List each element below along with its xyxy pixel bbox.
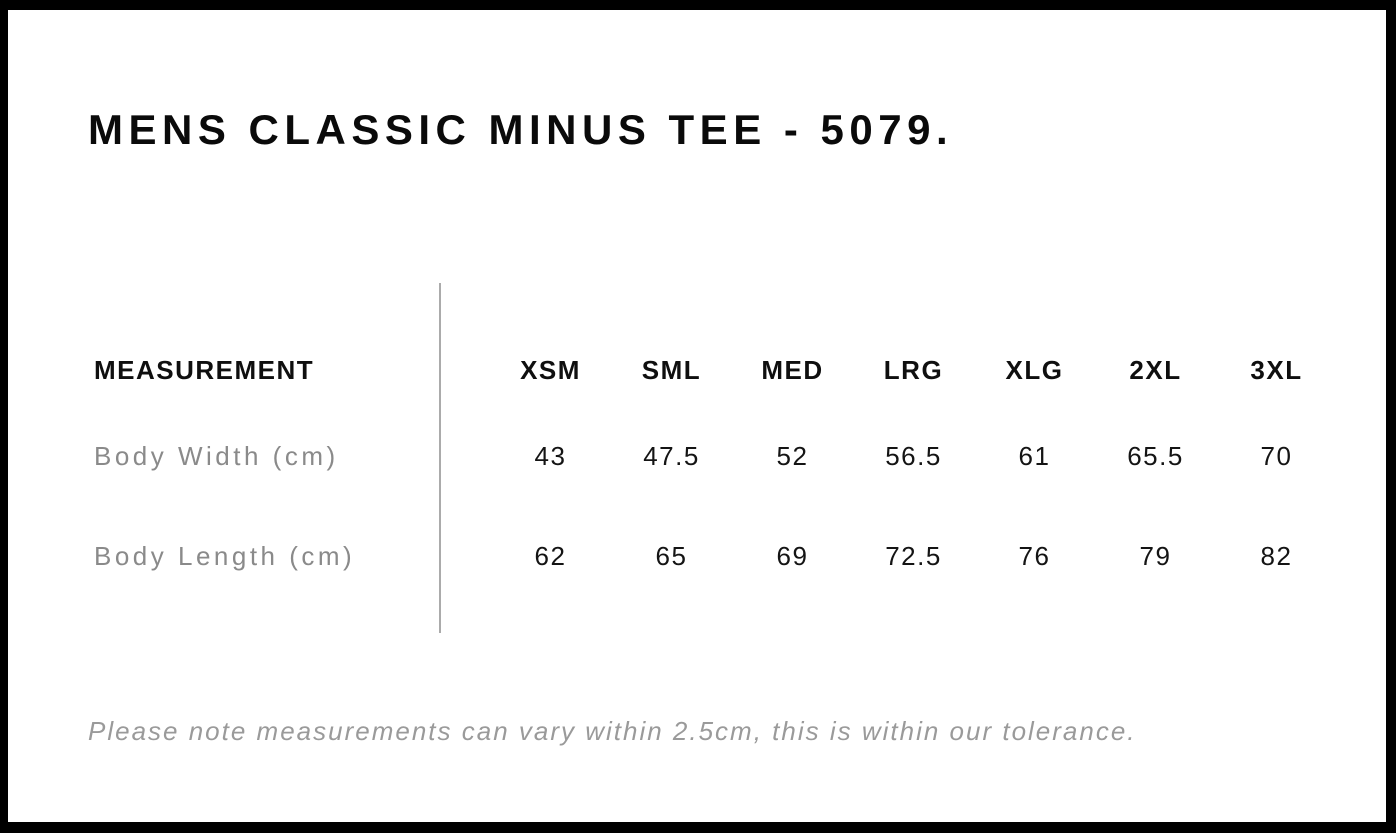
row-label-body-length: Body Length (cm) <box>94 540 356 571</box>
column-header-sml: SML <box>641 354 702 385</box>
body-length-xlg: 76 <box>1018 540 1051 571</box>
body-width-med: 52 <box>776 440 809 471</box>
body-width-2xl: 65.5 <box>1127 440 1184 471</box>
tolerance-note: Please note measurements can vary within… <box>88 716 1137 746</box>
body-length-sml: 65 <box>655 540 688 571</box>
column-header-measurement: MEASUREMENT <box>94 354 315 385</box>
column-header-3xl: 3XL <box>1250 354 1303 385</box>
body-length-lrg: 72.5 <box>885 540 942 571</box>
column-header-xlg: XLG <box>1005 354 1064 385</box>
body-length-2xl: 79 <box>1139 540 1172 571</box>
column-divider-line <box>439 283 441 633</box>
body-width-sml: 47.5 <box>643 440 700 471</box>
table-row-body-length: Body Length (cm) 62 65 69 72.5 76 79 82 <box>94 539 1337 573</box>
body-length-3xl: 82 <box>1260 540 1293 571</box>
row-label-body-width: Body Width (cm) <box>94 440 339 471</box>
body-width-3xl: 70 <box>1260 440 1293 471</box>
body-width-lrg: 56.5 <box>885 440 942 471</box>
body-width-xsm: 43 <box>534 440 567 471</box>
body-length-xsm: 62 <box>534 540 567 571</box>
table-header-row: MEASUREMENT XSM SML MED LRG XLG 2XL 3XL <box>94 353 1337 387</box>
table-row-body-width: Body Width (cm) 43 47.5 52 56.5 61 65.5 … <box>94 439 1337 473</box>
column-header-xsm: XSM <box>520 354 581 385</box>
column-header-lrg: LRG <box>883 354 944 385</box>
body-width-xlg: 61 <box>1018 440 1051 471</box>
page-title: MENS CLASSIC MINUS TEE - 5079. <box>88 106 954 153</box>
column-header-med: MED <box>761 354 824 385</box>
column-header-2xl: 2XL <box>1129 354 1182 385</box>
body-length-med: 69 <box>776 540 809 571</box>
